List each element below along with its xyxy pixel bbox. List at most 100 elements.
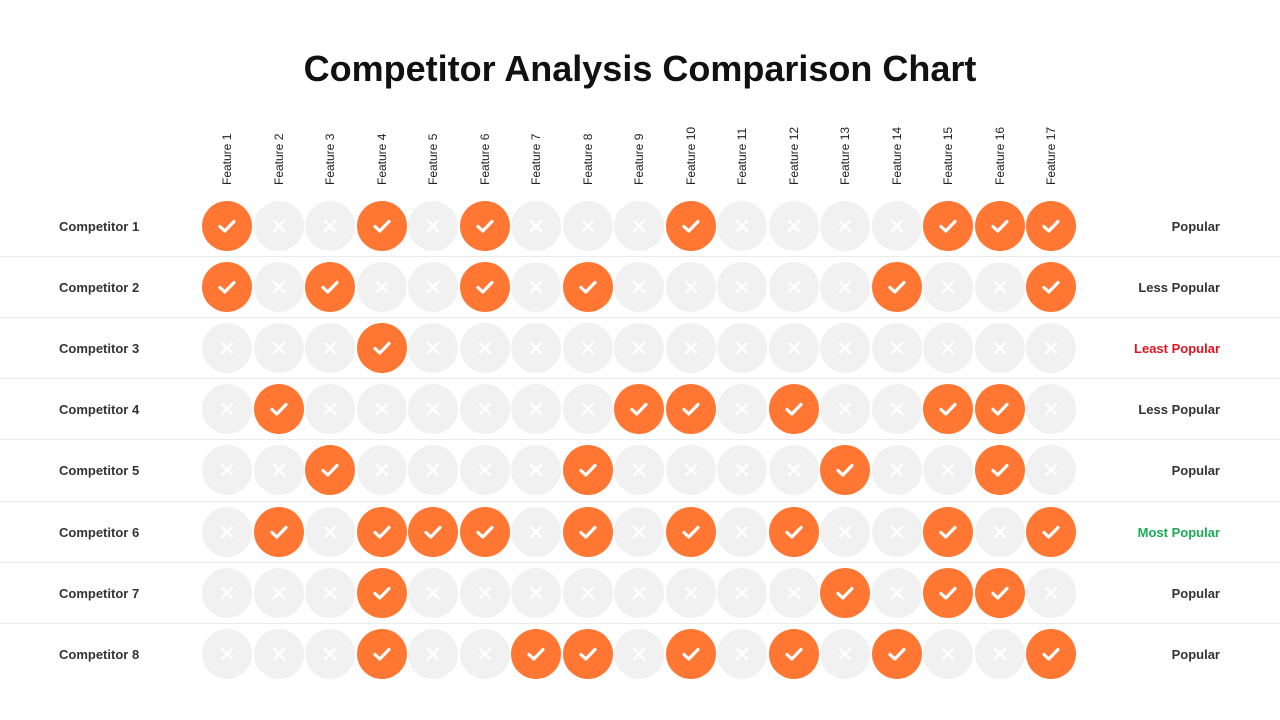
- check-icon: [887, 647, 906, 661]
- feature-present-cell: [1026, 506, 1076, 557]
- popularity-status: Popular: [1171, 585, 1220, 601]
- feature-absent-cell: [665, 445, 716, 496]
- cross-icon: [220, 586, 234, 600]
- competitor-row: Competitor 1 Popular: [0, 196, 1280, 257]
- cross-icon: [272, 586, 286, 600]
- feature-header: Feature 11: [735, 127, 749, 185]
- feature-present-cell: [511, 628, 561, 679]
- feature-absent-cell: [511, 384, 561, 435]
- cross-icon: [890, 219, 904, 233]
- cross-icon: [941, 280, 955, 294]
- chart-title: Competitor Analysis Comparison Chart: [303, 48, 977, 89]
- check-icon: [681, 219, 700, 233]
- feature-absent-cell: [511, 567, 561, 618]
- feature-present-cell: [305, 262, 355, 313]
- check-icon: [475, 219, 494, 233]
- feature-absent-cell: [253, 445, 304, 496]
- cross-icon: [838, 280, 852, 294]
- feature-absent-cell: [562, 384, 613, 435]
- cross-icon: [529, 280, 543, 294]
- feature-absent-cell: [614, 628, 664, 679]
- competitor-row: Competitor 5 Popular: [0, 440, 1280, 501]
- feature-absent-cell: [305, 201, 355, 251]
- cross-icon: [478, 586, 492, 600]
- check-icon: [784, 525, 803, 539]
- cross-icon: [529, 219, 543, 233]
- check-icon: [578, 525, 597, 539]
- check-icon: [269, 525, 288, 539]
- feature-absent-cell: [768, 323, 819, 374]
- feature-absent-cell: [1026, 323, 1076, 374]
- feature-present-cell: [459, 201, 510, 251]
- row-divider: [0, 500, 1280, 502]
- feature-present-cell: [768, 506, 819, 557]
- check-icon: [578, 647, 597, 661]
- cross-icon: [890, 463, 904, 477]
- feature-absent-cell: [253, 567, 304, 618]
- cross-icon: [478, 647, 492, 661]
- feature-absent-cell: [871, 323, 922, 374]
- feature-absent-cell: [408, 323, 458, 374]
- feature-absent-cell: [820, 262, 870, 313]
- cross-icon: [890, 525, 904, 539]
- feature-present-cell: [974, 384, 1025, 435]
- feature-absent-cell: [356, 262, 407, 313]
- check-icon: [372, 341, 391, 355]
- feature-present-cell: [1026, 628, 1076, 679]
- feature-absent-cell: [511, 323, 561, 374]
- cross-icon: [426, 280, 440, 294]
- feature-absent-cell: [408, 445, 458, 496]
- cross-icon: [220, 647, 234, 661]
- feature-present-cell: [871, 628, 922, 679]
- feature-header: Feature 10: [683, 126, 698, 185]
- feature-absent-cell: [614, 445, 664, 496]
- feature-absent-cell: [665, 323, 716, 374]
- cross-icon: [787, 280, 801, 294]
- feature-absent-cell: [614, 506, 664, 557]
- feature-absent-cell: [408, 384, 458, 435]
- check-icon: [939, 525, 957, 539]
- feature-absent-cell: [202, 567, 252, 618]
- check-icon: [321, 280, 339, 294]
- feature-present-cell: [665, 201, 716, 251]
- feature-present-cell: [408, 506, 458, 557]
- cross-icon: [323, 586, 337, 600]
- feature-absent-cell: [253, 201, 304, 251]
- cross-icon: [735, 280, 749, 294]
- feature-header: Feature 15: [941, 126, 955, 185]
- feature-present-cell: [202, 262, 252, 313]
- cross-icon: [632, 463, 646, 477]
- feature-present-cell: [665, 628, 716, 679]
- competitor-row: Competitor 7 Popular: [0, 563, 1280, 624]
- feature-absent-cell: [202, 384, 252, 435]
- competitor-row: Competitor 6 Most Popular: [0, 502, 1280, 563]
- feature-present-cell: [562, 628, 613, 679]
- feature-absent-cell: [923, 628, 973, 679]
- check-icon: [269, 402, 288, 416]
- feature-absent-cell: [202, 323, 252, 374]
- feature-absent-cell: [871, 201, 922, 251]
- feature-absent-cell: [820, 506, 870, 557]
- feature-present-cell: [974, 201, 1025, 251]
- feature-absent-cell: [305, 628, 355, 679]
- cross-icon: [426, 463, 440, 477]
- cross-icon: [220, 463, 234, 477]
- competitor-name: Competitor 7: [59, 585, 140, 601]
- feature-present-cell: [665, 384, 716, 435]
- feature-present-cell: [614, 384, 664, 435]
- cross-icon: [581, 341, 595, 355]
- cross-icon: [581, 586, 595, 600]
- feature-absent-cell: [614, 323, 664, 374]
- feature-absent-cell: [717, 384, 767, 435]
- feature-absent-cell: [305, 506, 355, 557]
- feature-header: Feature 13: [838, 126, 852, 185]
- feature-absent-cell: [459, 323, 510, 374]
- popularity-status: Popular: [1171, 219, 1220, 234]
- cross-icon: [323, 219, 337, 233]
- feature-absent-cell: [717, 567, 767, 618]
- row-divider: [0, 256, 1280, 258]
- cross-icon: [323, 402, 337, 416]
- feature-absent-cell: [511, 506, 561, 557]
- competitor-name: Competitor 6: [59, 524, 140, 540]
- popularity-status: Least Popular: [1134, 341, 1220, 357]
